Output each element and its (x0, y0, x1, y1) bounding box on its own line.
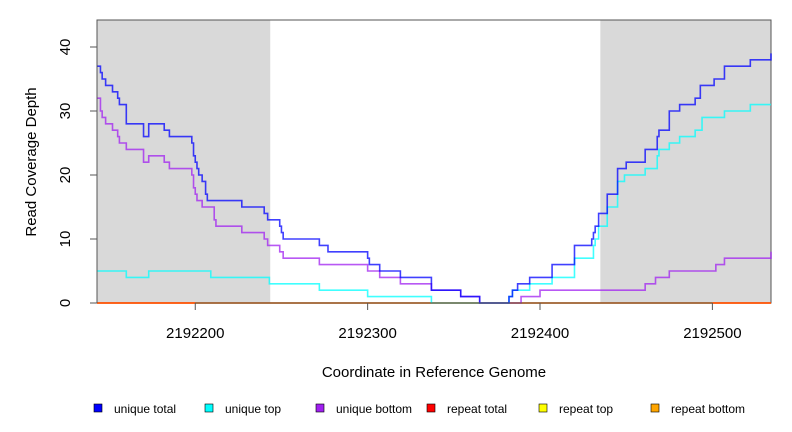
shaded-region (97, 20, 271, 303)
legend-label: repeat bottom (671, 402, 745, 416)
legend-label: repeat top (559, 402, 613, 416)
legend-swatch (650, 403, 660, 413)
y-tick-label: 40 (57, 39, 74, 56)
x-tick-label: 2192400 (511, 325, 569, 342)
y-tick-label: 30 (57, 103, 74, 120)
legend-label: unique top (225, 402, 281, 416)
legend-swatch (315, 403, 325, 413)
series-line-unique-total (97, 53, 772, 304)
legend-swatch (538, 403, 548, 413)
legend-swatch (93, 403, 103, 413)
y-axis-label: Read Coverage Depth (23, 87, 40, 236)
x-axis-label: Coordinate in Reference Genome (322, 364, 546, 381)
series-line-unique-bottom (97, 97, 772, 304)
x-tick-label: 2192300 (338, 325, 396, 342)
legend: unique total unique top unique bottom repea… (93, 402, 745, 416)
y-tick-label: 20 (57, 167, 74, 184)
x-tick-label: 2192500 (683, 325, 741, 342)
legend-label: unique bottom (336, 402, 412, 416)
legend-swatch (204, 403, 214, 413)
legend-label: unique total (114, 402, 176, 416)
legend-label: repeat total (447, 402, 507, 416)
x-tick-label: 2192200 (166, 325, 224, 342)
y-tick-label: 0 (57, 299, 74, 307)
legend-swatch (426, 403, 436, 413)
series-line-unique-top (97, 103, 771, 304)
y-tick-label: 10 (57, 231, 74, 248)
